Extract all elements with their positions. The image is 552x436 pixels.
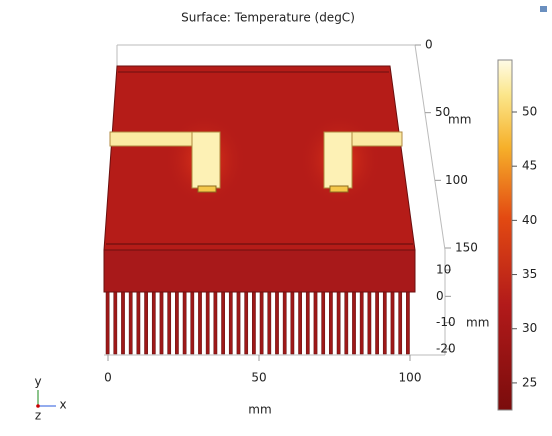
fin [121,289,125,355]
fin [252,289,256,355]
z-tick-label: -20 [436,342,456,356]
fin [321,289,326,355]
base-front [103,249,416,293]
x-tick-label: 0 [104,371,112,385]
chip-right [323,131,403,193]
x-tick-label: 50 [251,371,266,385]
triad-y: y [34,375,41,389]
fin [259,289,264,355]
axis-box [104,44,446,356]
fin [267,289,272,355]
fin [136,289,141,355]
y-tick-label: 50 [435,105,450,119]
chip-left [109,131,221,193]
y-axis-label: mm [448,113,471,127]
fin [175,289,179,355]
chart-title: Surface: Temperature (degC) [181,11,355,25]
fin [105,289,110,355]
fin [182,289,187,355]
fin [406,289,410,355]
y-tick-label: 0 [425,38,433,52]
fin [236,289,241,355]
triad-x: x [59,398,66,412]
fin [159,289,164,355]
fin [113,289,118,355]
fin [213,289,218,355]
x-tick-label: 100 [399,371,422,385]
fin [244,289,249,355]
fin [221,289,225,355]
fin [336,289,341,355]
fin [275,289,279,355]
fin [313,289,318,355]
fin [398,289,403,355]
z-tick-label: 10 [436,263,451,277]
z-tick-label: 0 [436,289,444,303]
fin [167,289,172,355]
fin [367,289,372,355]
triad [36,390,56,408]
colorbar-tick-label: 40 [522,213,537,227]
y-tick-label: 100 [445,173,468,187]
fin [298,289,302,355]
colorbar-tick-label: 25 [522,375,537,389]
z-tick-label: -10 [436,315,456,329]
colorbar-tick-label: 50 [522,105,537,119]
fin [190,289,195,355]
fin [144,289,148,355]
colorbar-tick-label: 30 [522,321,537,335]
fin [128,289,133,355]
y-tick-label: 150 [455,241,478,255]
fin [151,289,156,355]
heatsink-fins [105,289,410,355]
fin [198,289,202,355]
fin [329,289,333,355]
colorbar-tick-label: 45 [522,159,537,173]
z-axis-label: mm [466,316,489,330]
triad-z: z [35,409,41,423]
fin [305,289,310,355]
fin [390,289,395,355]
fin [375,289,379,355]
colorbar [497,59,513,411]
fin [282,289,287,355]
fin [290,289,295,355]
fin [344,289,349,355]
fin [382,289,387,355]
fin [359,289,364,355]
corner-icon [540,6,547,12]
colorbar-tick-label: 35 [522,267,537,281]
fin [352,289,356,355]
x-axis-label: mm [248,403,271,417]
fin [205,289,210,355]
fin [228,289,233,355]
